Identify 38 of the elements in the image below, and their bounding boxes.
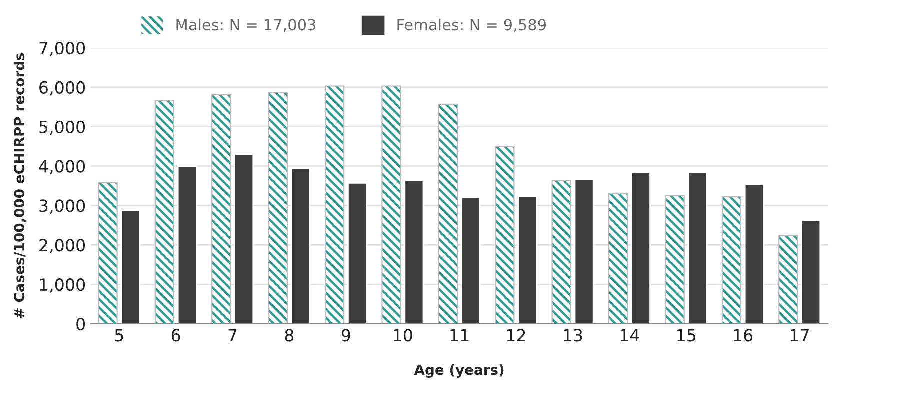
bar (630, 172, 651, 324)
x-tick-label: 6 (172, 329, 180, 342)
x-tick-label: 16 (734, 329, 753, 342)
bar (234, 154, 254, 324)
bar (518, 196, 538, 324)
bar (177, 166, 198, 324)
bar (801, 220, 822, 324)
x-tick-label: 13 (564, 329, 582, 342)
y-tick-label: 2,000 (40, 239, 86, 254)
y-tick-label: 7,000 (40, 42, 86, 56)
x-tick-label: 8 (285, 329, 294, 342)
bar (290, 168, 311, 324)
legend-label: Males: N = 17,003 (176, 18, 316, 32)
y-tick-label: 1,000 (40, 278, 86, 293)
x-tick-label: 10 (394, 329, 412, 342)
x-tick-label: 5 (115, 329, 124, 342)
bar (688, 172, 708, 324)
x-tick-label: 15 (678, 329, 696, 342)
y-tick-label: 6,000 (40, 81, 86, 96)
y-tick-label: 4,000 (39, 160, 86, 175)
x-tick-label: 11 (450, 329, 469, 342)
bar (460, 196, 481, 324)
x-tick-label: 9 (342, 329, 350, 342)
bar (120, 210, 141, 324)
x-tick-label: 14 (620, 329, 640, 342)
x-axis-title: Age (years) (414, 364, 504, 378)
legend-label: Females: N = 9,589 (398, 18, 546, 32)
x-tick-label: 17 (790, 329, 809, 342)
x-tick-label: 7 (228, 329, 237, 342)
bar (404, 180, 424, 324)
y-axis-title: # Cases/100,000 eCHIRPP records (14, 53, 26, 318)
y-tick-label: 5,000 (40, 120, 86, 136)
y-tick-label: 0 (76, 318, 86, 331)
bar (347, 182, 368, 324)
y-tick-label: 3,000 (40, 200, 86, 214)
bar (574, 178, 594, 324)
x-tick-label: 12 (507, 329, 526, 342)
bar (744, 184, 764, 324)
